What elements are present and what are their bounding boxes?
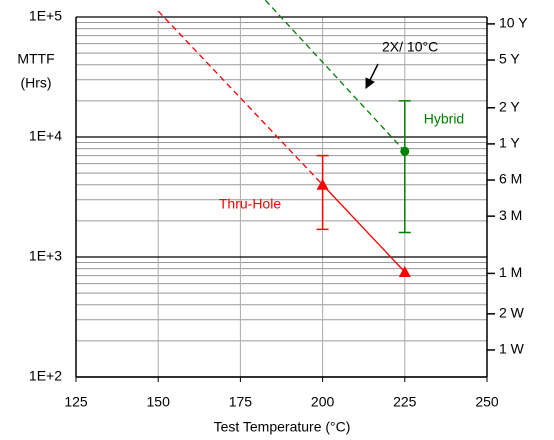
- trend-line: [264, 0, 406, 152]
- series-label: Hybrid: [424, 111, 464, 127]
- point: [398, 265, 411, 277]
- x-tick-label: 250: [475, 394, 499, 410]
- y-axis-label: MTTF: [17, 51, 54, 67]
- y-tick-label: 1E+5: [29, 8, 62, 24]
- y-tick-label: 1E+3: [29, 248, 62, 264]
- x-tick-label: 200: [311, 394, 335, 410]
- series-label: Thru-Hole: [219, 196, 281, 212]
- y2-tick-label: 1 M: [499, 264, 522, 280]
- x-tick-label: 175: [229, 394, 253, 410]
- annotation: 2X/ 10°C: [382, 39, 438, 55]
- grid: [75, 16, 488, 378]
- x-tick-label: 225: [393, 394, 417, 410]
- plot: [157, 0, 411, 277]
- point: [400, 146, 410, 156]
- y-tick-label: 1E+2: [29, 368, 62, 384]
- series-line: [322, 184, 406, 273]
- y-axis-label: (Hrs): [20, 75, 51, 91]
- y2-tick-label: 2 Y: [499, 98, 520, 114]
- y2-tick-label: 6 M: [499, 171, 522, 187]
- y2-tick-label: 1 Y: [499, 135, 520, 151]
- y2-tick-label: 1 W: [499, 341, 525, 357]
- annotation-arrow: [365, 63, 379, 89]
- x-tick-label: 150: [147, 394, 171, 410]
- y-tick-label: 1E+4: [29, 128, 62, 144]
- y2-tick-label: 3 M: [499, 207, 522, 223]
- x-tick-label: 125: [64, 394, 88, 410]
- y2-tick-label: 2 W: [499, 305, 525, 321]
- y2-tick-label: 5 Y: [499, 51, 520, 67]
- x-axis-label: Test Temperature (°C): [214, 419, 351, 435]
- series-label-bg: [413, 109, 475, 131]
- point: [316, 178, 329, 190]
- y2-tick-label: 10 Y: [499, 15, 528, 31]
